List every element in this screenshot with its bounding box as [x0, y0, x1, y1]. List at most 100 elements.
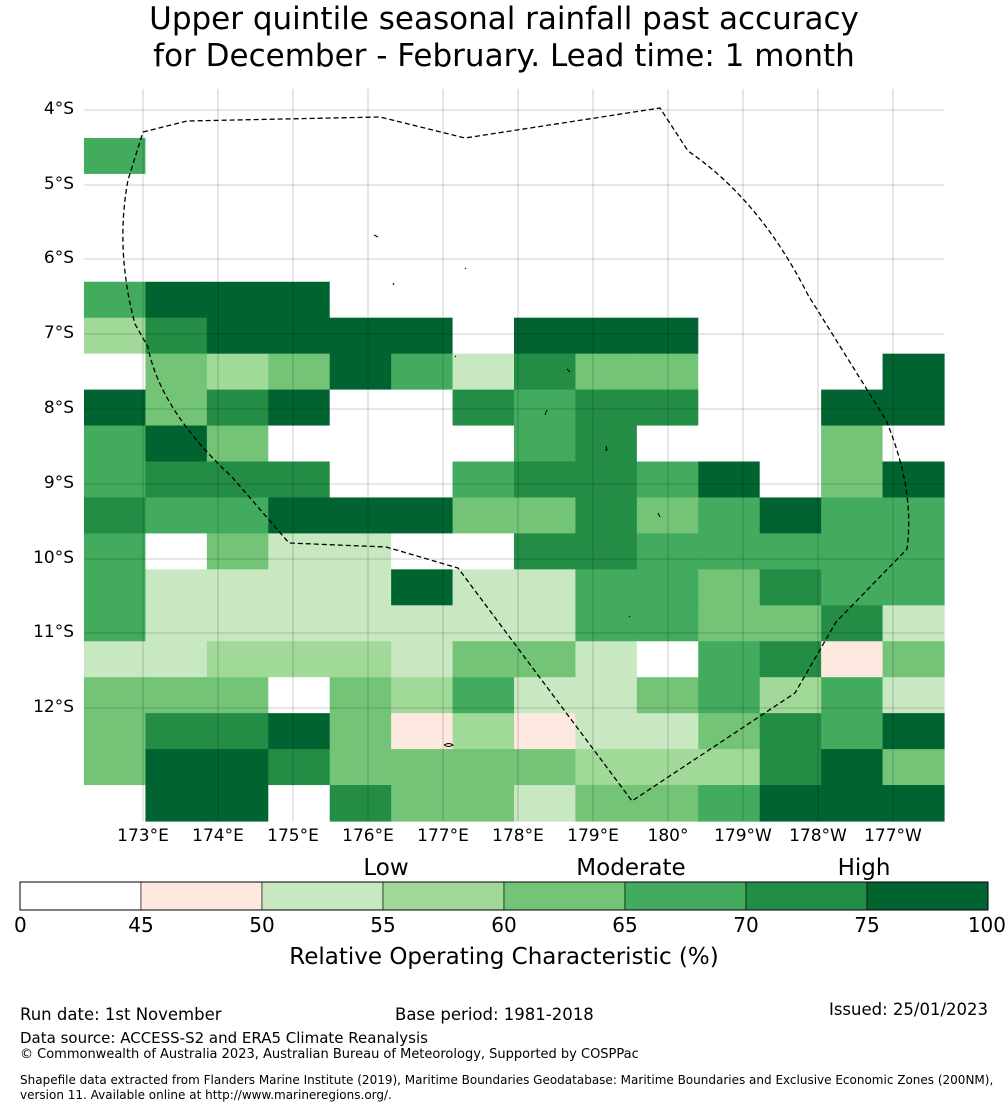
- grid-cell: [821, 425, 884, 463]
- category-low: Low: [363, 855, 409, 881]
- grid-cell: [821, 102, 884, 139]
- island-marks: [373, 234, 661, 747]
- grid-cell: [698, 461, 761, 499]
- grid-cell: [452, 102, 515, 139]
- grid-cell: [391, 317, 454, 355]
- grid-cell: [514, 713, 577, 750]
- grid-cell: [514, 497, 577, 534]
- grid-cell: [698, 317, 761, 355]
- grid-cell: [84, 89, 147, 103]
- grid-cell: [268, 497, 331, 534]
- grid-cell: [206, 497, 269, 534]
- grid-cell: [759, 317, 822, 355]
- grid-cell: [452, 173, 515, 211]
- grid-cell: [636, 749, 699, 786]
- grid-cell: [329, 137, 392, 175]
- grid-cell: [206, 641, 269, 678]
- grid-cell: [206, 281, 269, 319]
- grid-cell: [452, 605, 515, 642]
- grid-cell: [882, 605, 945, 642]
- grid-cell: [575, 425, 638, 463]
- grid-cell: [575, 389, 638, 427]
- grid-cell: [575, 605, 638, 642]
- grid-cell: [268, 533, 331, 570]
- grid-cell: [329, 677, 392, 714]
- grid-cell: [698, 641, 761, 678]
- colorbar-segment: [382, 881, 505, 911]
- grid-cell: [636, 641, 699, 678]
- grid-cell: [329, 605, 392, 642]
- grid-cell: [698, 89, 761, 103]
- grid-cell: [268, 569, 331, 606]
- latitude-label: 4°S: [43, 99, 74, 119]
- grid-cell: [882, 749, 945, 786]
- grid-cell: [514, 533, 577, 570]
- longitude-label: 177°E: [417, 826, 469, 846]
- grid-cell: [821, 353, 884, 391]
- grid-cell: [84, 209, 147, 247]
- grid-cell: [882, 389, 945, 427]
- grid-cell: [882, 641, 945, 678]
- latitude-label: 5°S: [43, 174, 74, 194]
- grid-cell: [145, 317, 208, 355]
- grid-cell: [452, 461, 515, 499]
- colorbar-tick-label: 75: [854, 913, 880, 937]
- grid-cell: [514, 209, 577, 247]
- grid-cell: [759, 89, 822, 103]
- grid-cell: [452, 317, 515, 355]
- grid-cell: [268, 605, 331, 642]
- grid-cell: [206, 677, 269, 714]
- grid-cell: [821, 677, 884, 714]
- grid-cell: [145, 389, 208, 427]
- grid-cell: [821, 533, 884, 570]
- grid-cell: [391, 785, 454, 822]
- grid-cell: [636, 209, 699, 247]
- grid-cell: [84, 605, 147, 642]
- grid-cell: [206, 713, 269, 750]
- grid-cell: [391, 749, 454, 786]
- grid-cell: [268, 137, 331, 175]
- grid-cell: [821, 317, 884, 355]
- grid-cell: [452, 677, 515, 714]
- grid-cell: [575, 89, 638, 103]
- grid-cell: [698, 749, 761, 786]
- latitude-label: 9°S: [43, 473, 74, 493]
- map-title-line2: for December - February. Lead time: 1 mo…: [153, 38, 855, 74]
- eez-boundary-line: [122, 107, 910, 802]
- grid-cell: [759, 533, 822, 570]
- grid-cell: [821, 785, 884, 822]
- grid-cell: [391, 569, 454, 606]
- grid-cell: [391, 641, 454, 678]
- grid-cell: [759, 713, 822, 750]
- grid-cell: [759, 353, 822, 391]
- grid-cell: [145, 533, 208, 570]
- grid-cell: [636, 317, 699, 355]
- grid-cell: [268, 713, 331, 750]
- longitude-label: 173°E: [117, 826, 169, 846]
- grid-cell: [391, 425, 454, 463]
- category-high: High: [837, 855, 891, 881]
- grid-cell: [84, 749, 147, 786]
- grid-cell: [759, 785, 822, 822]
- grid-cell: [698, 209, 761, 247]
- grid-cell: [145, 497, 208, 534]
- grid-cell: [636, 137, 699, 175]
- grid-cell: [329, 317, 392, 355]
- grid-cell: [452, 425, 515, 463]
- grid-cell: [84, 317, 147, 355]
- grid-cell: [514, 785, 577, 822]
- grid-cell: [452, 137, 515, 175]
- grid-cell: [698, 677, 761, 714]
- latitude-label: 10°S: [33, 548, 74, 568]
- grid-cell: [698, 497, 761, 534]
- issued-date: Issued: 25/01/2023: [828, 1000, 988, 1019]
- grid-cell: [452, 209, 515, 247]
- grid-cell: [514, 137, 577, 175]
- grid-cell: [636, 533, 699, 570]
- grid-cell: [391, 461, 454, 499]
- grid-cell: [698, 425, 761, 463]
- grid-cell: [698, 245, 761, 283]
- grid-cell: [575, 461, 638, 499]
- colorbar-label: Relative Operating Characteristic (%): [289, 944, 719, 970]
